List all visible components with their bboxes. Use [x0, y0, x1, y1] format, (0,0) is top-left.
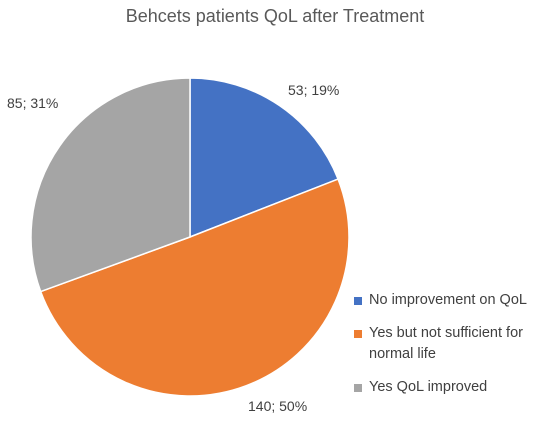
chart-title: Behcets patients QoL after Treatment — [125, 6, 425, 26]
legend: No improvement on QoL Yes but not suffic… — [354, 290, 549, 410]
legend-label: No improvement on QoL — [369, 292, 527, 308]
pie-slice — [39, 178, 350, 397]
legend-item: Yes but not sufficient for normal life — [354, 323, 549, 365]
legend-label: Yes but not sufficient for normal life — [369, 325, 523, 362]
legend-swatch-improved — [354, 384, 362, 392]
legend-item: No improvement on QoL — [354, 290, 549, 311]
pie-slice — [30, 77, 191, 293]
slice-data-label: 140; 50% — [248, 398, 307, 414]
slice-data-label: 53; 19% — [288, 82, 339, 98]
legend-item: Yes QoL improved — [354, 377, 549, 398]
pie-slice — [189, 77, 340, 239]
legend-swatch-no-improvement — [354, 297, 362, 305]
legend-label: Yes QoL improved — [369, 379, 488, 395]
slice-data-label: 85; 31% — [7, 95, 58, 111]
legend-swatch-not-sufficient — [354, 330, 362, 338]
